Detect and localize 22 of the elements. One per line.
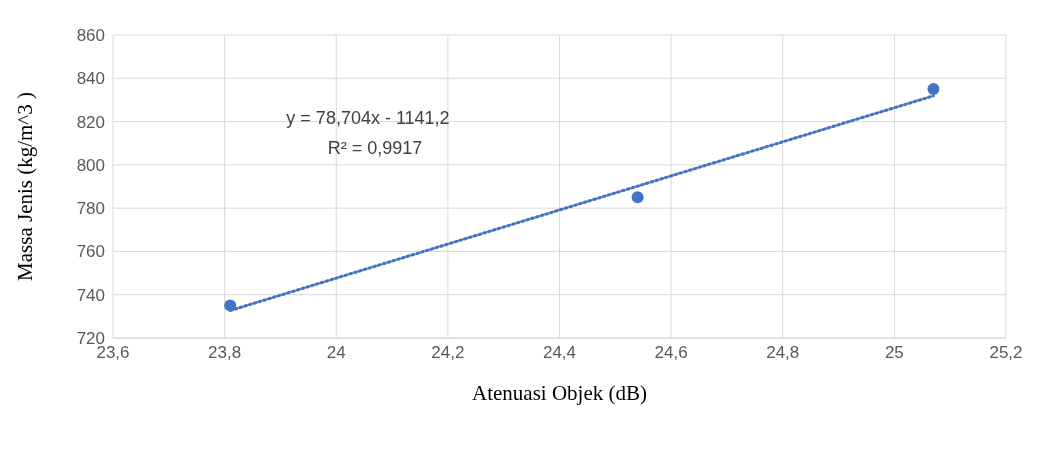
y-tick-label: 840	[76, 69, 105, 89]
annotation: y = 78,704x - 1141,2	[286, 108, 450, 129]
y-tick-label: 800	[76, 155, 105, 175]
y-tick-label: 860	[76, 26, 105, 46]
y-tick-label: 820	[76, 112, 105, 132]
point	[224, 299, 237, 312]
x-tick-label: 24,4	[542, 343, 577, 363]
y-tick-label: 760	[76, 242, 105, 262]
x-tick-label: 25,2	[989, 343, 1023, 363]
y-axis-title: Massa Jenis (kg/m^3 )	[13, 92, 38, 281]
x-axis-title: Atenuasi Objek (dB)	[472, 381, 647, 405]
x-tick-label: 24,2	[431, 343, 465, 363]
point	[927, 83, 940, 96]
point	[631, 191, 644, 204]
x-tick-label: 24	[326, 343, 346, 363]
x-tick-label: 24,6	[654, 343, 688, 363]
x-tick-label: 25	[884, 343, 904, 363]
annotation: R² = 0,9917	[327, 138, 423, 159]
y-tick-label: 780	[76, 199, 105, 219]
x-tick-label: 24,8	[766, 343, 800, 363]
y-tick-label: 740	[76, 285, 105, 305]
x-tick-label: 23,8	[208, 343, 242, 363]
